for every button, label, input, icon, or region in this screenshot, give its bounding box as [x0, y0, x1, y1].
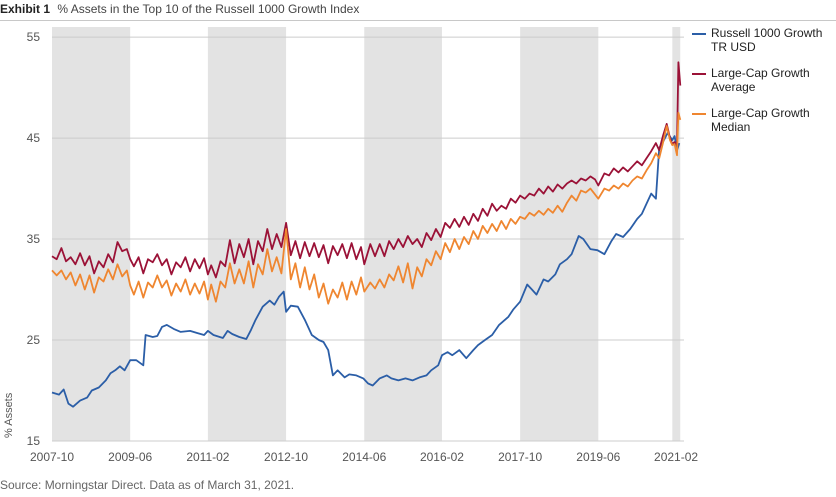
series-lines	[51, 61, 682, 408]
y-axis-label: % Assets	[3, 392, 15, 438]
x-tick-label-2014-06: 2014-06	[342, 450, 386, 464]
source-note: Source: Morningstar Direct. Data as of M…	[0, 478, 295, 492]
x-tick-label-2017-10: 2017-10	[498, 450, 542, 464]
legend-item-average: Large-Cap Growth Average	[692, 66, 832, 94]
y-tick-label-15: 15	[27, 434, 41, 448]
series-line-median	[51, 111, 682, 305]
legend-item-russell: Russell 1000 Growth TR USD	[692, 26, 832, 54]
x-tick-label-2016-02: 2016-02	[420, 450, 464, 464]
gridlines	[52, 36, 684, 442]
legend-label-average: Large-Cap Growth Average	[711, 66, 810, 94]
legend-swatch-median	[692, 113, 706, 115]
x-axis-ticks: 2007-10 2009-06 2011-02 2012-10 2014-06 2016-…	[30, 450, 698, 464]
series-line-average	[51, 61, 682, 279]
chart-subtitle: % Assets in the Top 10 of the Russell 10…	[57, 2, 360, 16]
x-tick-label-2011-02: 2011-02	[186, 450, 229, 464]
y-axis-ticks: 15 25 35 45 55	[27, 30, 41, 448]
shaded-bands	[52, 27, 681, 441]
x-tick-label-2012-10: 2012-10	[264, 450, 308, 464]
x-tick-label-2021-02: 2021-02	[654, 450, 698, 464]
series-line-russell	[51, 132, 681, 408]
shaded-band-1	[52, 27, 131, 441]
legend-swatch-average	[692, 73, 706, 75]
legend-item-median: Large-Cap Growth Median	[692, 106, 832, 134]
chart-title: Exhibit 1 % Assets in the Top 10 of the …	[0, 2, 359, 16]
x-tick-label-2007-10: 2007-10	[30, 450, 74, 464]
legend-label-russell: Russell 1000 Growth TR USD	[711, 26, 823, 54]
y-tick-label-35: 35	[27, 232, 41, 246]
x-tick-label-2019-06: 2019-06	[576, 450, 620, 464]
y-tick-label-45: 45	[27, 131, 41, 145]
shaded-band-5	[672, 27, 681, 441]
shaded-band-4	[520, 27, 599, 441]
exhibit-label: Exhibit 1	[0, 2, 51, 16]
y-tick-label-25: 25	[27, 333, 41, 347]
title-divider	[0, 20, 836, 21]
legend: Russell 1000 Growth TR USD Large-Cap Gro…	[692, 26, 832, 146]
legend-label-median: Large-Cap Growth Median	[711, 106, 810, 134]
x-tick-label-2009-06: 2009-06	[108, 450, 152, 464]
legend-swatch-russell	[692, 33, 706, 35]
shaded-band-2	[207, 27, 287, 441]
y-tick-label-55: 55	[27, 30, 41, 44]
